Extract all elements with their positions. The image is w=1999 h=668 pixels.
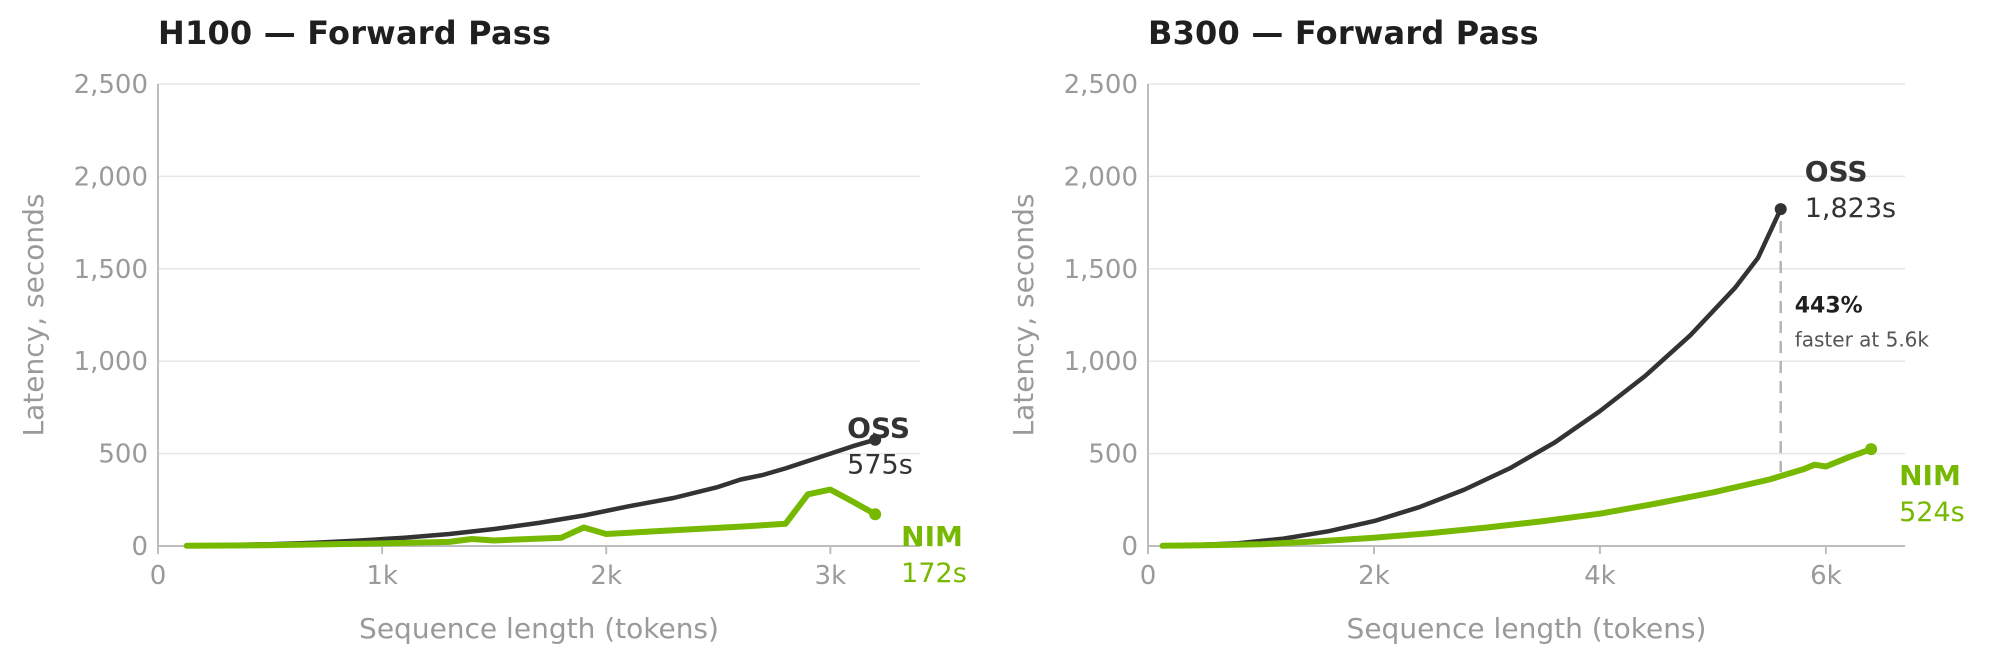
chart-plot: 0 500 1,000 1,500 2,000 2,500 0 1k 2k 3k Sequence … xyxy=(17,70,967,645)
annotation-percent: 443% xyxy=(1795,294,1863,319)
x-axis-title: Sequence length (tokens) xyxy=(1347,612,1707,645)
series-end-value: 172s xyxy=(901,558,967,589)
x-tick-label: 3k xyxy=(815,561,847,591)
x-tick-label: 2k xyxy=(1358,561,1390,591)
y-tick-label: 500 xyxy=(98,440,148,470)
y-tick-label: 1,500 xyxy=(74,255,148,285)
y-tick-label: 0 xyxy=(1121,532,1138,562)
series-end-name: NIM xyxy=(1899,459,1961,492)
series-end-value: 1,823s xyxy=(1805,193,1896,224)
chart-plot: 0 500 1,000 1,500 2,000 2,500 0 2k 4k 6k Sequence … xyxy=(1007,70,1965,645)
y-axis-title: Latency, seconds xyxy=(17,194,50,437)
chart-panel-b300: B300 — Forward Pass 0 500 1,000 1,500 2,000 2… xyxy=(1000,0,1990,668)
annotation-note: faster at 5.6k xyxy=(1795,328,1930,352)
series-line-nim xyxy=(183,486,879,549)
y-axis-title: Latency, seconds xyxy=(1007,194,1040,437)
series-line-nim xyxy=(1159,446,1875,549)
x-tick-label: 0 xyxy=(150,561,167,591)
y-tick-label: 1,000 xyxy=(74,347,148,377)
y-tick-label: 2,500 xyxy=(74,70,148,100)
y-tick-label: 0 xyxy=(131,532,148,562)
series-end-dot-nim xyxy=(1865,443,1878,456)
series-end-value: 575s xyxy=(847,450,913,481)
chart-title: H100 — Forward Pass xyxy=(158,14,552,52)
x-tick-label: 4k xyxy=(1584,561,1616,591)
series-end-name: OSS xyxy=(1805,155,1868,188)
series-end-dot-oss xyxy=(1774,203,1787,216)
series-end-dot-oss xyxy=(869,433,882,446)
y-tick-label: 1,000 xyxy=(1064,347,1138,377)
series-end-name: NIM xyxy=(901,520,963,553)
series-end-dot-nim xyxy=(869,508,882,521)
x-axis-title: Sequence length (tokens) xyxy=(359,612,719,645)
x-tick-label: 0 xyxy=(1140,561,1157,591)
x-tick-label: 1k xyxy=(366,561,398,591)
series-line-oss xyxy=(1160,206,1783,548)
x-tick-label: 6k xyxy=(1810,561,1842,591)
y-tick-label: 1,500 xyxy=(1064,255,1138,285)
y-tick-label: 2,000 xyxy=(1064,162,1138,192)
chart-panel-h100: H100 — Forward Pass 0 500 1,000 1,500 2,000 2… xyxy=(0,0,990,668)
y-tick-label: 2,500 xyxy=(1064,70,1138,100)
y-tick-label: 500 xyxy=(1088,440,1138,470)
y-tick-label: 2,000 xyxy=(74,162,148,192)
x-tick-label: 2k xyxy=(590,561,622,591)
series-line-oss xyxy=(184,437,878,548)
series-end-value: 524s xyxy=(1899,497,1965,528)
chart-title: B300 — Forward Pass xyxy=(1148,14,1539,52)
series-end-name: OSS xyxy=(847,412,910,445)
